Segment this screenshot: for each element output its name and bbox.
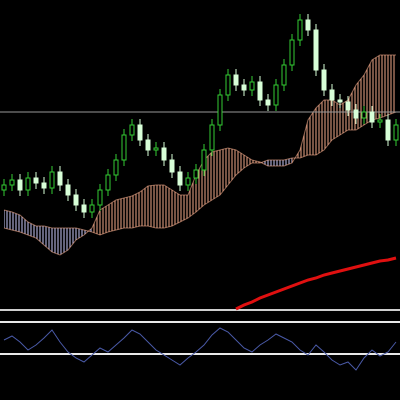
candle-body xyxy=(65,184,71,196)
candle-body xyxy=(137,124,143,141)
candle-body xyxy=(361,111,367,119)
cloud-span-b xyxy=(3,111,397,236)
candle-body xyxy=(201,149,207,171)
cloud-segment xyxy=(236,150,244,175)
candle-body xyxy=(225,74,231,96)
moving-average xyxy=(235,256,397,311)
candle-body xyxy=(81,204,87,213)
cloud-segment xyxy=(140,186,148,226)
cloud-segment xyxy=(364,60,372,125)
cloud-segment xyxy=(100,205,108,235)
candle-body xyxy=(41,182,47,189)
cloud-segment xyxy=(20,215,28,235)
cloud-segment xyxy=(228,148,236,185)
candle-body xyxy=(97,189,103,206)
candle-body xyxy=(145,139,151,151)
cloud-segment xyxy=(380,55,388,118)
candle-body xyxy=(257,81,263,101)
cloud-segment xyxy=(132,192,140,228)
cloud-segment xyxy=(60,228,68,255)
candle-body xyxy=(73,194,79,206)
candle-body xyxy=(113,159,119,176)
cloud-segment xyxy=(4,210,12,230)
cloud-segment xyxy=(108,200,116,232)
candle-body xyxy=(265,99,271,106)
cloud-segment xyxy=(92,210,100,235)
candle-body xyxy=(185,177,191,186)
candle-body xyxy=(313,29,319,71)
candle-body xyxy=(369,111,375,123)
cloud-segment xyxy=(28,222,36,238)
candle-body xyxy=(233,74,239,86)
candle-body xyxy=(17,179,23,191)
cloud-segment xyxy=(180,195,188,222)
candle-body xyxy=(337,99,343,103)
candle-body xyxy=(329,89,335,101)
candle-body xyxy=(177,171,183,186)
candle-body xyxy=(33,177,39,184)
cloud-segment xyxy=(388,55,396,115)
candle-body xyxy=(377,119,383,123)
cloud-segment xyxy=(12,212,20,232)
candle-body xyxy=(105,174,111,191)
cloud-segment xyxy=(76,228,84,240)
cloud-segment xyxy=(332,100,340,140)
cloud-segment xyxy=(188,175,196,218)
candle-body xyxy=(57,171,63,186)
candle-body xyxy=(297,19,303,41)
cloud-segment xyxy=(156,185,164,228)
candle-body xyxy=(25,177,31,191)
candle-body xyxy=(305,19,311,31)
cloud-segment xyxy=(44,226,52,252)
cloud-segment xyxy=(316,100,324,155)
candle-body xyxy=(273,84,279,106)
candle-body xyxy=(9,179,15,186)
candle-body xyxy=(353,109,359,119)
cloud-segment xyxy=(244,155,252,168)
candle-body xyxy=(49,171,55,189)
cloud-segment xyxy=(300,120,308,158)
cloud-segment xyxy=(148,185,156,228)
cloud-segment xyxy=(116,198,124,230)
candle-body xyxy=(129,124,135,136)
candle-body xyxy=(193,169,199,179)
candle-body xyxy=(169,159,175,173)
candle-body xyxy=(289,39,295,66)
cloud-segment xyxy=(68,228,76,250)
candle-body xyxy=(321,69,327,91)
candle-body xyxy=(281,64,287,86)
candle-body xyxy=(209,124,215,151)
candle-body xyxy=(1,184,7,191)
candle-body xyxy=(241,84,247,91)
candle-body xyxy=(393,124,399,141)
cloud-segment xyxy=(276,160,284,166)
candle-body xyxy=(385,119,391,141)
candle-body xyxy=(89,204,95,213)
cloud-segment xyxy=(172,190,180,226)
candle-body xyxy=(161,147,167,161)
cloud-segment xyxy=(124,196,132,228)
cloud-segment xyxy=(372,55,380,120)
cloud-segment xyxy=(212,150,220,200)
cloud-segment xyxy=(164,185,172,228)
cloud-segment xyxy=(36,226,44,245)
oscillator-line xyxy=(3,327,397,371)
candle-body xyxy=(121,134,127,161)
candle-body xyxy=(249,81,255,91)
cloud-segment xyxy=(52,228,60,255)
candle-body xyxy=(153,147,159,151)
cloud-segment xyxy=(220,148,228,195)
cloud-segment xyxy=(308,108,316,155)
cloud-segment xyxy=(268,160,276,166)
candle-body xyxy=(345,101,351,111)
candle-body xyxy=(217,94,223,126)
